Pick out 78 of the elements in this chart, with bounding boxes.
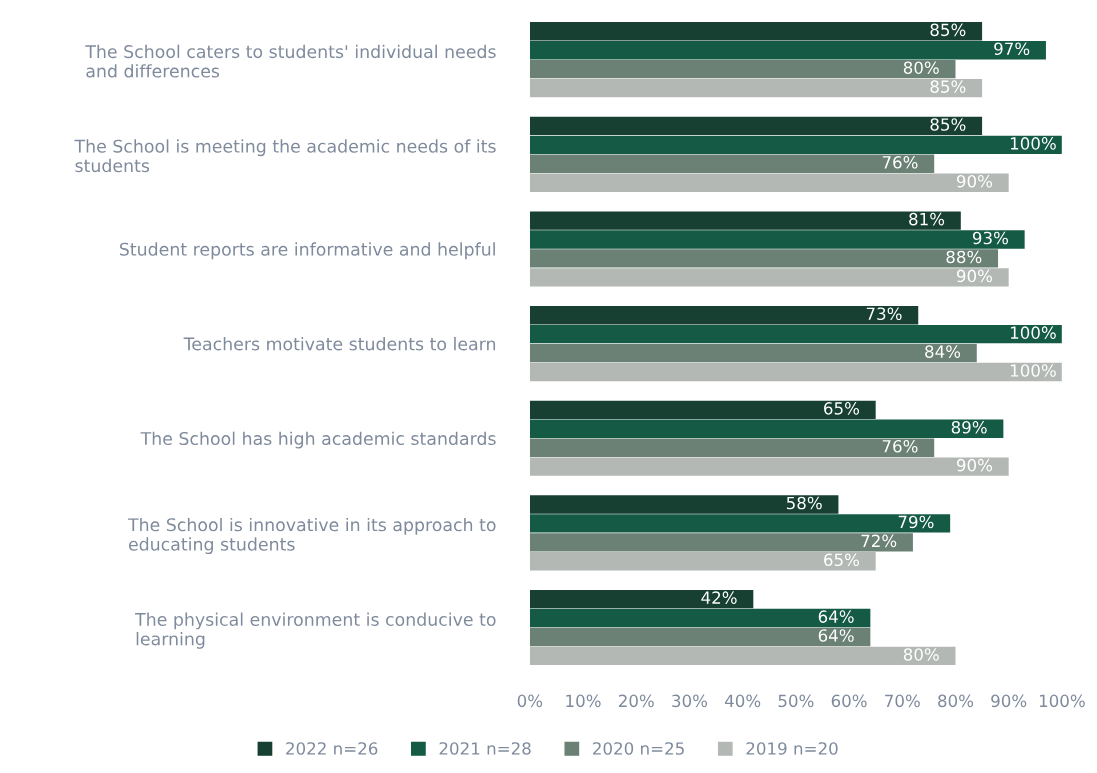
bar — [529, 362, 1062, 382]
x-tick-label: 60% — [831, 694, 867, 708]
data-label: 88% — [946, 250, 982, 264]
y-tick-label: Student reports are informative and helpful — [119, 242, 495, 260]
data-label: 84% — [925, 345, 961, 358]
data-label: 65% — [824, 553, 860, 567]
bar — [529, 230, 1025, 249]
bar — [529, 249, 999, 268]
data-label: 85% — [930, 23, 966, 37]
x-tick-label: 40% — [724, 694, 761, 708]
x-tick-label: 80% — [938, 694, 974, 708]
bar — [529, 400, 876, 420]
data-label: 64% — [818, 610, 854, 623]
data-label: 90% — [956, 174, 993, 188]
y-tick-label: The physical environment is conducive to learning — [135, 612, 496, 649]
x-tick-label: 100% — [1039, 694, 1085, 708]
y-tick-label: Teachers motivate students to learn — [183, 337, 496, 351]
bar — [529, 41, 1046, 60]
bar — [529, 552, 876, 571]
x-tick-label: 0% — [517, 694, 543, 708]
data-label: 76% — [882, 156, 918, 169]
data-label: 100% — [1010, 364, 1056, 377]
legend-label: 2022 n=26 — [286, 742, 378, 755]
bar — [529, 514, 951, 533]
bar — [529, 627, 871, 647]
data-label: 100% — [1010, 326, 1056, 339]
data-label: 64% — [818, 629, 854, 642]
bar — [529, 22, 983, 41]
bar — [529, 268, 1009, 287]
data-label: 72% — [861, 534, 897, 548]
y-tick-label: The School has high academic standards — [140, 431, 496, 449]
data-label: 80% — [903, 61, 939, 74]
data-label: 100% — [1010, 137, 1056, 150]
data-label: 85% — [930, 80, 966, 93]
bar — [529, 324, 1062, 344]
data-label: 80% — [903, 648, 939, 661]
data-label: 90% — [956, 269, 993, 283]
y-tick-label: The School is meeting the academic needs of its students — [74, 139, 496, 173]
bar — [529, 306, 919, 325]
x-tick-label: 50% — [778, 694, 814, 708]
y-tick-label: The School caters to students' individual needs and differences — [85, 44, 496, 78]
x-tick-label: 10% — [566, 694, 601, 708]
bar — [529, 135, 1062, 155]
bar — [529, 533, 913, 552]
bar — [529, 419, 1004, 438]
x-tick-label: 90% — [991, 694, 1027, 708]
data-label: 65% — [824, 402, 860, 415]
data-label: 79% — [898, 515, 934, 529]
bar — [529, 116, 983, 136]
bar — [529, 78, 983, 98]
bar — [529, 457, 1009, 476]
bar — [529, 173, 1009, 192]
bar — [529, 608, 871, 628]
data-label: 42% — [701, 591, 737, 604]
data-label: 97% — [994, 42, 1030, 56]
legend-label: 2019 n=20 — [746, 742, 838, 755]
data-label: 93% — [972, 231, 1008, 245]
legend-label: 2021 n=28 — [439, 742, 531, 755]
data-label: 58% — [786, 496, 822, 510]
data-label: 90% — [956, 458, 993, 472]
x-tick-label: 30% — [672, 694, 708, 708]
data-label: 73% — [866, 307, 902, 321]
bar — [529, 495, 839, 514]
x-tick-label: 70% — [885, 694, 920, 708]
bar — [529, 343, 977, 363]
bar — [529, 154, 935, 173]
data-label: 81% — [909, 212, 945, 226]
bar — [529, 589, 754, 609]
bar — [529, 438, 935, 457]
x-tick-label: 20% — [618, 694, 654, 708]
bar — [529, 211, 961, 230]
data-label: 85% — [930, 118, 966, 131]
bar — [529, 646, 956, 666]
bar — [529, 59, 956, 79]
legend-label: 2020 n=25 — [593, 742, 684, 755]
data-label: 89% — [951, 421, 987, 434]
y-tick-label: The School is innovative in its approach to educating students — [127, 517, 496, 555]
data-label: 76% — [882, 439, 918, 453]
